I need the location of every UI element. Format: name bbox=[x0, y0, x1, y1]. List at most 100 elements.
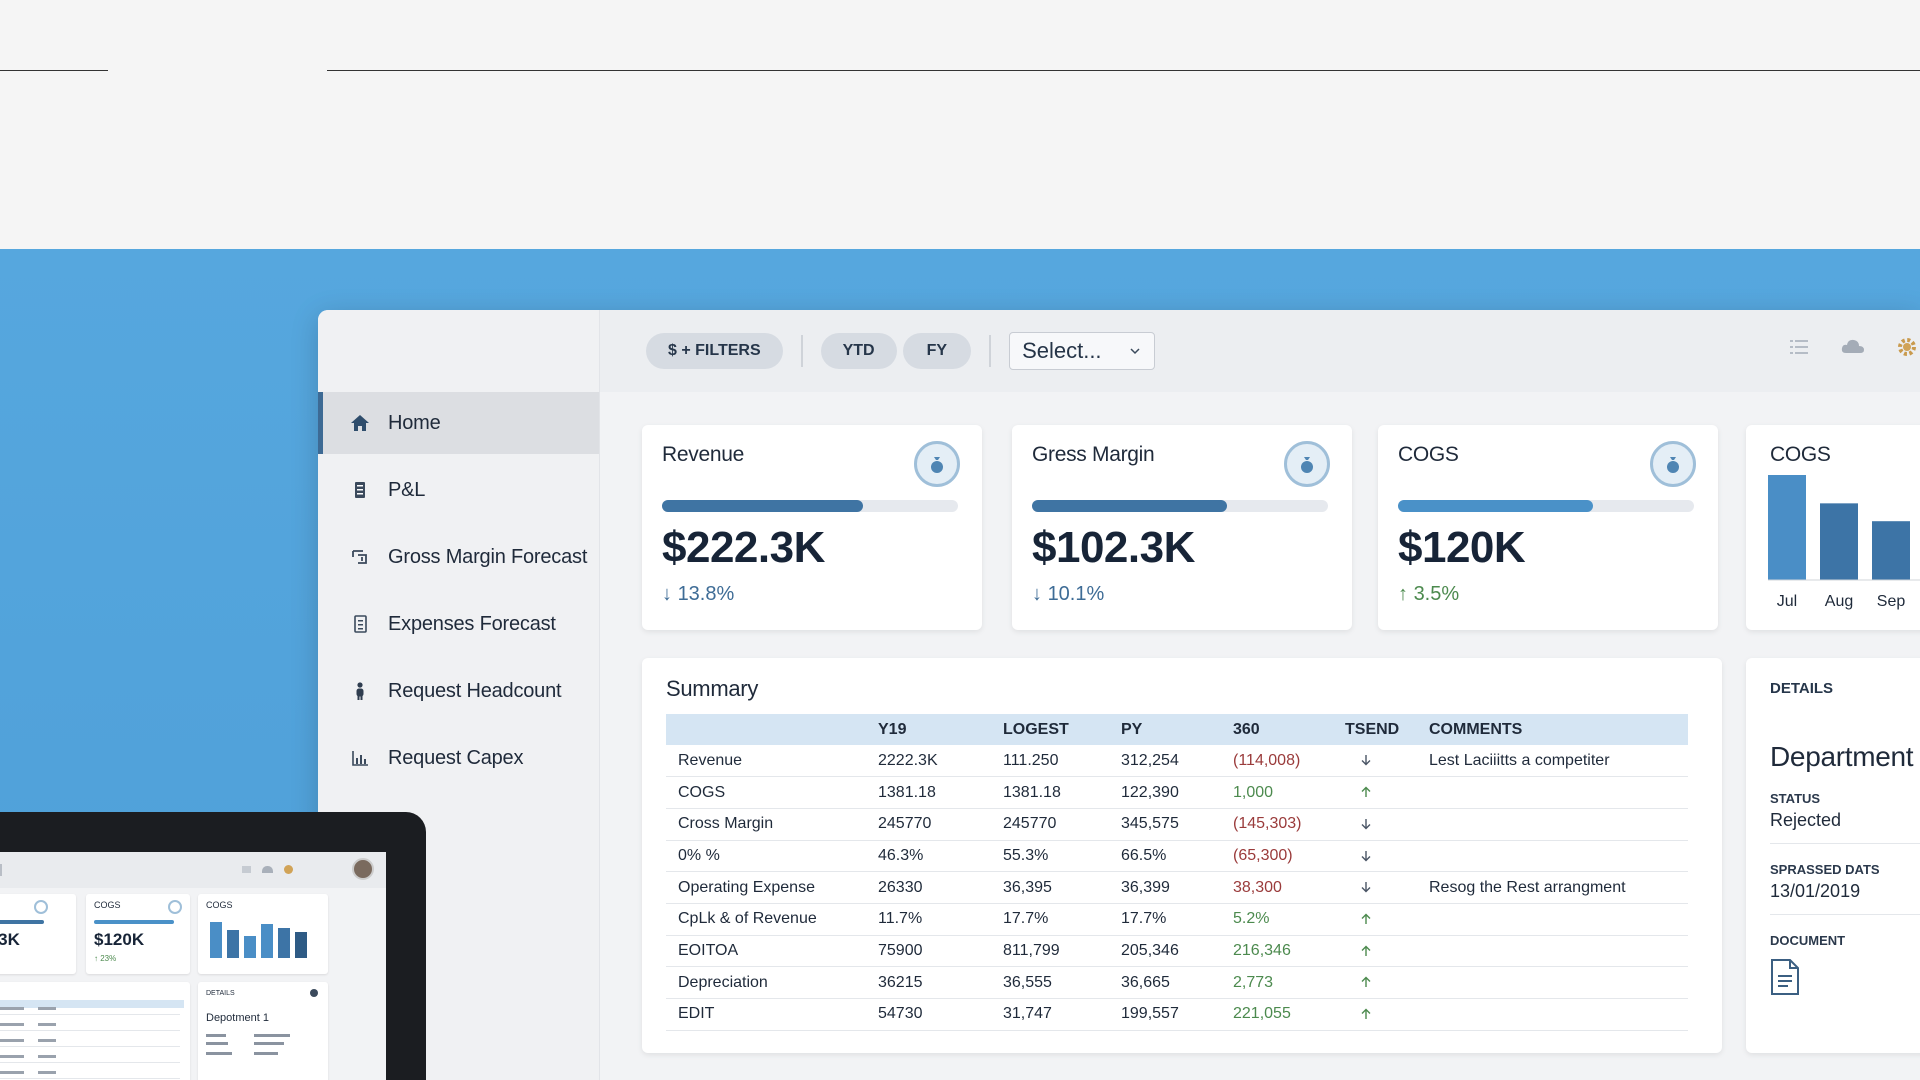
kpi-change-value: 3.5% bbox=[1413, 583, 1460, 605]
kpi-title: Revenue bbox=[662, 443, 744, 466]
kpi-change-value: 13.8% bbox=[677, 583, 735, 605]
arrow-up-icon bbox=[1333, 998, 1417, 1031]
table-row[interactable]: Operating Expense 26330 36,395 36,399 38,300… bbox=[666, 871, 1688, 904]
filters-button[interactable]: $ + FILTERS bbox=[646, 333, 783, 369]
mini-line bbox=[254, 1052, 278, 1055]
column-header: LOGEST bbox=[991, 714, 1109, 745]
field-divider bbox=[1770, 914, 1920, 915]
mini-chart-title: COGS bbox=[206, 900, 233, 910]
summary-table: Y19 LOGEST PY 360 TSEND COMMENTS Revenue… bbox=[666, 714, 1688, 1031]
sidebar-item-request-capex[interactable]: Request Capex bbox=[318, 727, 599, 789]
arrow-up-icon bbox=[1333, 776, 1417, 809]
mini-row-line bbox=[0, 1030, 180, 1031]
kpi-progress-fill bbox=[1398, 500, 1594, 512]
table-row[interactable]: EOITOA 75900 811,799 205,346 216,346 bbox=[666, 935, 1688, 968]
cell-comment bbox=[1417, 808, 1688, 841]
mini-kpi-change: ↑ 23% bbox=[94, 954, 117, 963]
department-name: Department 1 bbox=[1770, 741, 1920, 772]
cell-360: 216,346 bbox=[1221, 935, 1333, 968]
cell-comment bbox=[1417, 903, 1688, 936]
table-row[interactable]: Cross Margin 245770 245770 345,575 (145,303) bbox=[666, 808, 1688, 841]
arrow-up-icon: ↑ bbox=[1398, 583, 1408, 605]
status-value: Rejected bbox=[1770, 810, 1842, 830]
cell-logest: 811,799 bbox=[991, 935, 1109, 968]
kpi-progress-fill bbox=[662, 500, 864, 512]
table-row[interactable]: EDIT 54730 31,747 199,557 221,055 bbox=[666, 998, 1688, 1031]
cell-360: 38,300 bbox=[1221, 871, 1333, 904]
gear-icon[interactable] bbox=[1894, 334, 1920, 360]
dashboard-window: Home P&L Gross Margin Forecast Expenses … bbox=[318, 310, 1920, 1080]
kpi-card-revenue[interactable]: Revenue $222.3K ↓ 13.8% bbox=[642, 425, 982, 630]
mini-kpi-change-value: 23% bbox=[100, 954, 117, 963]
home-icon bbox=[348, 411, 372, 435]
ytd-button[interactable]: YTD bbox=[820, 333, 897, 369]
mini-line bbox=[254, 1042, 284, 1045]
table-row[interactable]: COGS 1381.18 1381.18 122,390 1,000 bbox=[666, 776, 1688, 809]
sidebar-item-label: Home bbox=[388, 411, 441, 434]
mini-kpi-card: COGS $120K ↑ 23% bbox=[86, 894, 190, 974]
kpi-change: ↓ 10.1% bbox=[1032, 583, 1104, 606]
money-bag-icon bbox=[168, 900, 182, 914]
cell-360: 1,000 bbox=[1221, 776, 1333, 809]
status-label: STATUS bbox=[1770, 791, 1821, 806]
list-icon[interactable] bbox=[1786, 334, 1812, 360]
period-select[interactable]: Select... bbox=[1009, 332, 1156, 370]
mini-row-text bbox=[0, 1007, 24, 1010]
money-bag-icon bbox=[914, 441, 960, 487]
mini-kpi-value: 2.3K bbox=[0, 930, 20, 949]
arrow-up-icon bbox=[1333, 966, 1417, 999]
cell-logest: 111.250 bbox=[991, 745, 1109, 778]
mini-row-text bbox=[0, 1071, 24, 1074]
forecast-icon bbox=[348, 545, 372, 569]
mini-row-text bbox=[38, 1071, 56, 1074]
table-row[interactable]: CpLk & of Revenue 11.7% 17.7% 17.7% 5.2% bbox=[666, 903, 1688, 936]
mini-bar bbox=[261, 924, 273, 958]
kpi-value: $120K bbox=[1398, 523, 1526, 572]
cell-comment bbox=[1417, 998, 1688, 1031]
details-label: DETAILS bbox=[1770, 680, 1834, 697]
laptop-preview: 2.3K COGS $120K ↑ 23% COGS DETAILS Depot… bbox=[0, 812, 426, 1080]
table-row[interactable]: Revenue 2222.3K 111.250 312,254 (114,008) Les… bbox=[666, 745, 1688, 778]
fy-button[interactable]: FY bbox=[902, 333, 972, 369]
bar-aug[interactable] bbox=[1820, 503, 1858, 580]
mini-bar bbox=[295, 932, 307, 958]
kpi-card-cogs[interactable]: COGS $120K ↑ 3.5% bbox=[1378, 425, 1718, 630]
cell-py: 17.7% bbox=[1109, 903, 1221, 936]
mini-bar bbox=[227, 930, 239, 958]
kpi-change: ↑ 3.5% bbox=[1398, 583, 1459, 606]
file-icon[interactable] bbox=[1770, 958, 1920, 1001]
money-bag-icon bbox=[34, 900, 48, 914]
kpi-card-gross-margin[interactable]: Gress Margin $102.3K ↓ 10.1% bbox=[1012, 425, 1352, 630]
sidebar-item-expenses-forecast[interactable]: Expenses Forecast bbox=[318, 593, 599, 655]
toolbar-divider bbox=[800, 335, 803, 367]
cell-360: 5.2% bbox=[1221, 903, 1333, 936]
cogs-chart-card[interactable]: COGS Jul Aug Sep bbox=[1746, 425, 1920, 630]
sidebar-item-pl[interactable]: P&L bbox=[318, 459, 599, 521]
cell-comment: Lest Laciiitts a competiter bbox=[1417, 745, 1688, 778]
mini-row-line bbox=[0, 1046, 180, 1047]
summary-title: Summary bbox=[666, 676, 759, 701]
table-row[interactable]: 0% % 46.3% 55.3% 66.5% (65,300) bbox=[666, 840, 1688, 873]
kpi-change: ↓ 13.8% bbox=[662, 583, 734, 606]
field-divider bbox=[1770, 843, 1920, 844]
mini-line bbox=[206, 1034, 226, 1037]
sidebar-item-request-headcount[interactable]: Request Headcount bbox=[318, 660, 599, 722]
mini-row-line bbox=[0, 1014, 180, 1015]
kpi-title: Gress Margin bbox=[1032, 443, 1155, 466]
mini-gear-icon bbox=[284, 865, 293, 874]
arrow-down-icon: ↓ bbox=[1032, 583, 1042, 605]
cell-comment bbox=[1417, 840, 1688, 873]
sidebar-item-home[interactable]: Home bbox=[318, 392, 599, 454]
cell-logest: 36,395 bbox=[991, 871, 1109, 904]
row-label: EOITOA bbox=[666, 935, 866, 968]
cell-y19: 245770 bbox=[866, 808, 991, 841]
sidebar-item-gross-margin-forecast[interactable]: Gross Margin Forecast bbox=[318, 526, 599, 588]
bar-sep[interactable] bbox=[1872, 521, 1910, 580]
table-row[interactable]: Depreciation 36215 36,555 36,665 2,773 bbox=[666, 966, 1688, 999]
cell-y19: 75900 bbox=[866, 935, 991, 968]
cell-py: 199,557 bbox=[1109, 998, 1221, 1031]
kpi-progress-bar bbox=[1398, 500, 1694, 512]
bar-jul[interactable] bbox=[1768, 475, 1806, 580]
mini-bar bbox=[278, 928, 290, 958]
cloud-icon[interactable] bbox=[1840, 334, 1866, 360]
